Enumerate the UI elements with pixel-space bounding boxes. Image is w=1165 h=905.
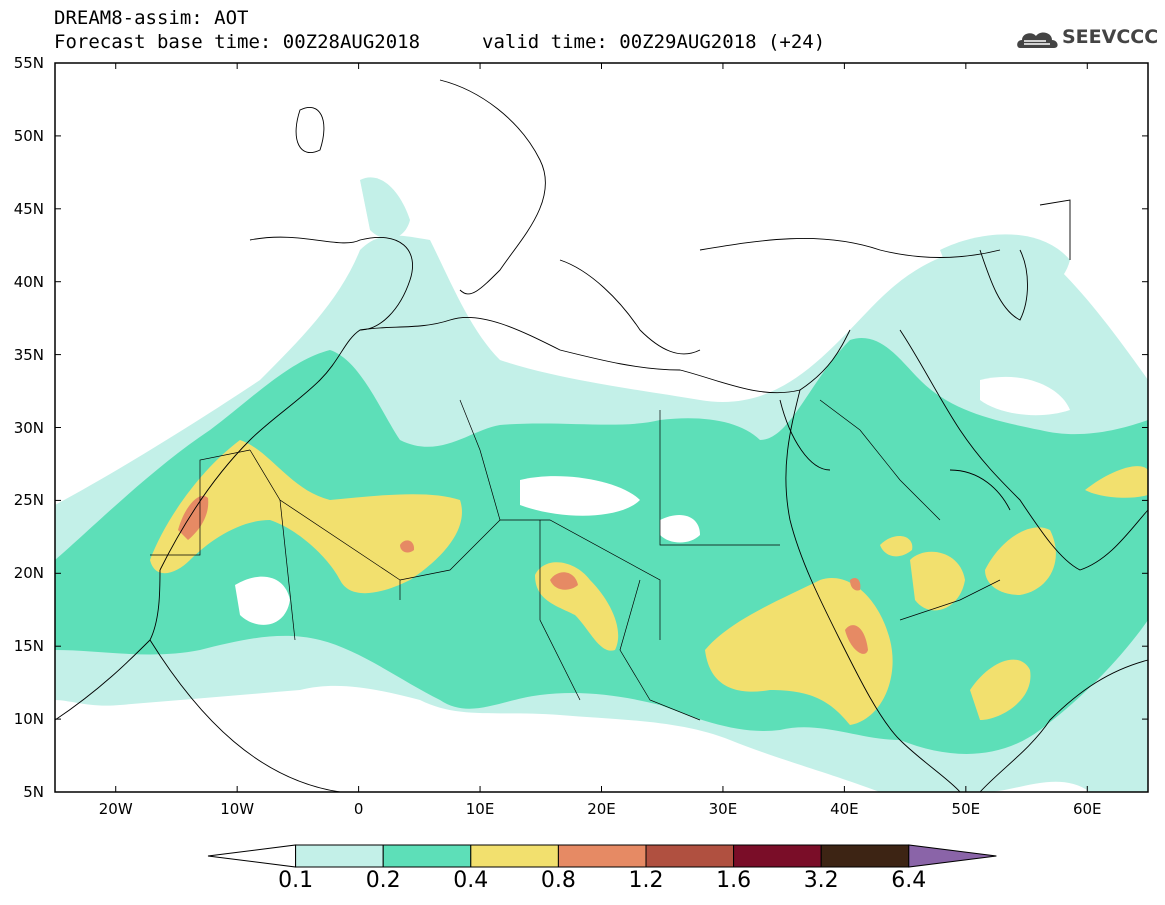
aot-band-0.4 <box>880 535 913 557</box>
lat-label: 35N <box>13 345 44 364</box>
coastlines <box>55 79 1148 792</box>
colorbar-label: 0.4 <box>453 868 489 893</box>
colorbar-segment <box>470 844 559 868</box>
lon-label: 10W <box>220 800 255 818</box>
colorbar-label: 0.1 <box>278 868 314 893</box>
colorbar-high-arrow <box>908 844 997 868</box>
lon-label: 40E <box>830 800 859 818</box>
lon-label: 0 <box>353 800 364 818</box>
lon-label: 10E <box>465 800 495 818</box>
logo-text: SEEVCCC <box>1062 26 1159 48</box>
aot-band-0.4 <box>1085 466 1148 498</box>
colorbar-label: 0.2 <box>365 868 401 893</box>
aot-gap <box>660 515 700 543</box>
colorbar-low-arrow <box>207 844 297 868</box>
colorbar-segment <box>820 844 910 868</box>
lon-label: 30E <box>708 800 738 818</box>
lat-label: 15N <box>13 637 44 656</box>
lat-label: 5N <box>23 783 44 801</box>
lon-label: 60E <box>1072 800 1102 818</box>
aot-band-0.4 <box>985 527 1056 595</box>
colorbar-label: 0.8 <box>540 868 576 893</box>
aot-gap <box>520 476 640 516</box>
colorbar <box>207 844 997 868</box>
colorbar-segment <box>645 844 735 868</box>
cloud-icon <box>1017 32 1058 48</box>
colorbar-label: 6.4 <box>891 868 927 893</box>
aot-band-0.1 <box>940 234 1070 308</box>
lat-label: 50N <box>13 126 44 145</box>
aot-gap <box>235 576 290 625</box>
lon-label: 20W <box>98 800 133 818</box>
lat-label: 20N <box>13 564 44 583</box>
aot-band-0.4 <box>705 578 893 725</box>
colorbar-segment <box>382 844 472 868</box>
lat-label: 40N <box>13 272 44 291</box>
aot-band-0.4 <box>970 659 1031 720</box>
aot-band-0.8 <box>850 578 861 591</box>
lat-label: 55N <box>13 54 44 72</box>
aot-band-0.8 <box>550 572 578 590</box>
lat-label: 45N <box>13 199 44 218</box>
aot-band-0.8 <box>178 495 209 540</box>
colorbar-label: 1.2 <box>628 868 664 893</box>
aot-band-0.4 <box>150 440 462 594</box>
axis-ticks <box>55 62 1148 793</box>
colorbar-segment <box>295 844 384 868</box>
aot-band-0.1 <box>360 177 410 239</box>
colorbar-label: 3.2 <box>803 868 839 893</box>
borders <box>150 399 1001 721</box>
valid-time: valid time: 00Z29AUG2018 (+24) <box>482 31 826 53</box>
aot-band-0.8 <box>400 540 415 553</box>
aot-gap <box>980 376 1070 416</box>
lon-label: 20E <box>587 800 616 818</box>
map-title: DREAM8-assim: AOT <box>54 7 249 29</box>
colorbar-label: 1.6 <box>716 868 752 893</box>
colorbar-segment <box>733 844 822 868</box>
forecast-base-time: Forecast base time: 00Z28AUG2018 <box>54 31 421 53</box>
lon-label: 50E <box>951 800 981 818</box>
aot-band-0.8 <box>845 625 868 654</box>
aot-band-0.4 <box>910 551 965 611</box>
lat-label: 30N <box>13 418 44 437</box>
lat-label: 10N <box>13 710 44 729</box>
lat-label: 25N <box>13 491 44 510</box>
colorbar-segment <box>557 844 647 868</box>
aot-field <box>55 177 1148 792</box>
